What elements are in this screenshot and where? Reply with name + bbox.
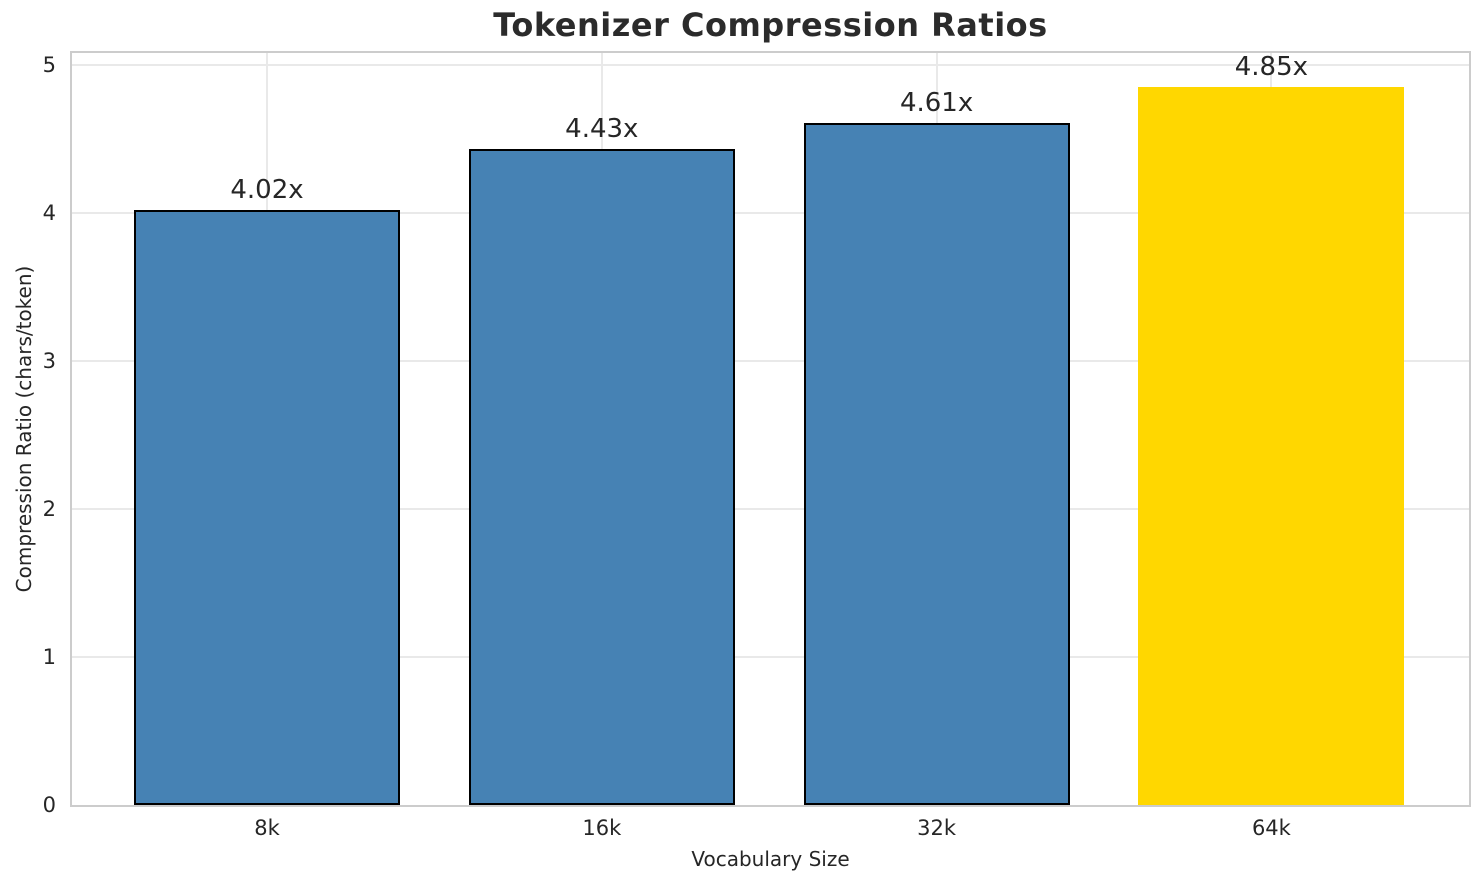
y-tick-3: 3 [42, 349, 56, 373]
x-axis-label: Vocabulary Size [691, 847, 850, 871]
y-tick-4: 4 [42, 201, 56, 225]
bar-32k [803, 122, 1070, 805]
y-axis-label: Compression Ratio (chars/token) [12, 265, 36, 593]
y-tick-1: 1 [42, 645, 56, 669]
bar-value-label-64k: 4.85x [1234, 52, 1309, 83]
y-tick-5: 5 [42, 53, 56, 77]
bars-layer: 4.02x 4.43x 4.61x 4.85x [72, 52, 1469, 805]
x-tick-64k: 64k [1251, 816, 1291, 840]
bar-8k [134, 210, 400, 805]
bar-value-label-8k: 4.02x [230, 175, 304, 206]
x-tick-8k: 8k [254, 816, 280, 840]
horizontal-gridline [72, 508, 1469, 510]
horizontal-gridline [72, 64, 1469, 66]
y-tick-0: 0 [42, 793, 56, 817]
y-tick-2: 2 [42, 497, 56, 521]
plot-area: 4.02x 4.43x 4.61x 4.85x [70, 51, 1471, 807]
horizontal-gridline [72, 656, 1469, 658]
horizontal-gridline [72, 360, 1469, 362]
bar-64k [1138, 87, 1405, 805]
x-tick-16k: 16k [582, 816, 622, 840]
bar-16k [468, 149, 735, 805]
bar-value-label-32k: 4.61x [899, 87, 974, 118]
chart-title: Tokenizer Compression Ratios [493, 6, 1048, 44]
bar-value-label-16k: 4.43x [565, 114, 639, 145]
horizontal-gridline [72, 212, 1469, 214]
x-tick-32k: 32k [917, 816, 957, 840]
